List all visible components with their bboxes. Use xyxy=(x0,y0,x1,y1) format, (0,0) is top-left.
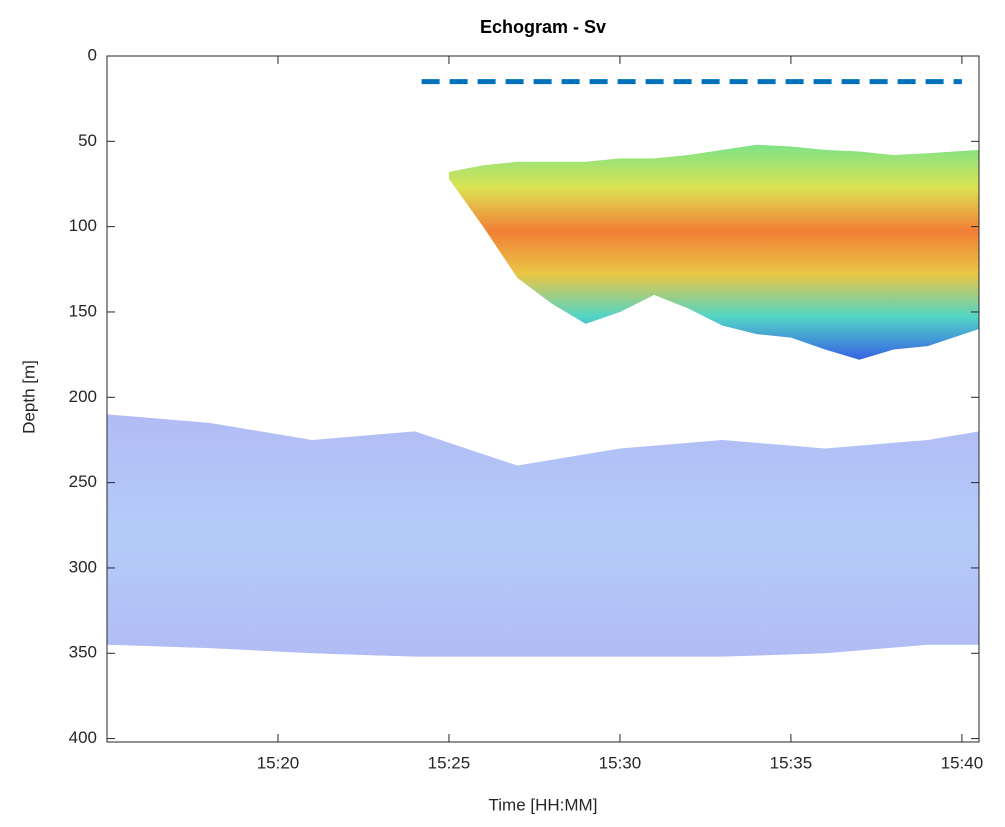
echo-region xyxy=(107,414,979,657)
echo-region xyxy=(448,144,979,360)
y-tick-label: 0 xyxy=(88,45,97,64)
x-tick-label: 15:40 xyxy=(941,753,984,772)
y-tick-label: 400 xyxy=(69,728,97,747)
y-tick-label: 200 xyxy=(69,387,97,406)
x-tick-label: 15:25 xyxy=(428,753,471,772)
y-axis-label: Depth [m] xyxy=(19,360,38,434)
y-tick-label: 100 xyxy=(69,216,97,235)
x-tick-label: 15:20 xyxy=(257,753,300,772)
x-axis-label: Time [HH:MM] xyxy=(489,795,598,814)
y-tick-label: 150 xyxy=(69,301,97,320)
y-tick-label: 300 xyxy=(69,557,97,576)
y-tick-label: 350 xyxy=(69,643,97,662)
y-tick-label: 250 xyxy=(69,472,97,491)
chart-title: Echogram - Sv xyxy=(480,17,606,37)
plot-frame xyxy=(106,55,980,743)
y-tick-label: 50 xyxy=(78,131,97,150)
x-tick-label: 15:30 xyxy=(599,753,642,772)
x-tick-label: 15:35 xyxy=(770,753,813,772)
